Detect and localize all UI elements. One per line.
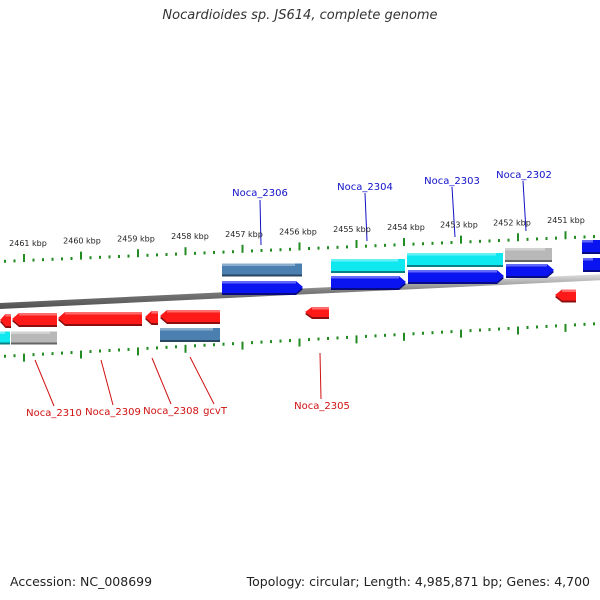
- kbp-label: 2453 kbp: [440, 221, 478, 230]
- leader-line: [100, 359, 114, 406]
- gene-arrow: [222, 281, 303, 295]
- gene-label: Noca_2304: [337, 182, 393, 193]
- gene-label: Noca_2309: [85, 407, 141, 418]
- leader-line: [259, 199, 262, 246]
- gene-arrow: [408, 270, 504, 284]
- gene-label: Noca_2308: [143, 406, 199, 417]
- gene-arrow: [12, 313, 57, 327]
- kbp-label: 2460 kbp: [63, 237, 101, 246]
- leader-line: [522, 180, 527, 232]
- gene-block: [11, 331, 57, 345]
- gene-labels: Noca_2306 Noca_2304 Noca_2303 Noca_2302 Noca…: [26, 170, 552, 419]
- leader-line: [189, 356, 215, 405]
- gene-arrow: [0, 314, 11, 328]
- gene-arrow: [58, 312, 142, 326]
- accession-text: Accession: NC_008699: [10, 574, 153, 589]
- leader-line: [364, 192, 368, 242]
- gene-arrow: [331, 276, 406, 290]
- gene-label: gcvT: [203, 406, 228, 417]
- gene-block: [222, 263, 302, 277]
- kbp-label: 2459 kbp: [117, 234, 155, 243]
- gene-block: [0, 331, 10, 345]
- kbp-label: 2456 kbp: [279, 227, 317, 236]
- gene-arrow: [506, 264, 554, 278]
- genome-backbone: [0, 274, 600, 309]
- map-title: Nocardioides sp. JS614, complete genome: [162, 8, 438, 23]
- kbp-label: 2458 kbp: [171, 232, 209, 241]
- gene-label: Noca_2310: [26, 408, 82, 419]
- gene-block: [505, 248, 552, 262]
- kbp-label: 2451 kbp: [547, 216, 585, 225]
- gene-arrow: [555, 289, 576, 303]
- label-leader-lines: [34, 180, 527, 407]
- gene-block: [160, 328, 220, 342]
- kbp-tick-marks: [4, 231, 595, 362]
- gene-label: Noca_2306: [232, 188, 288, 199]
- gene-arrow: [160, 310, 220, 324]
- gene-block: [582, 240, 600, 254]
- gene-block: [407, 253, 503, 267]
- gene-arrow: [145, 311, 158, 325]
- leader-line: [319, 352, 322, 400]
- gene-block: [331, 259, 405, 273]
- kbp-labels: 2461 kbp 2460 kbp 2459 kbp 2458 kbp 2457 kbp…: [9, 216, 585, 248]
- leader-line: [151, 357, 172, 405]
- leader-line: [451, 186, 456, 238]
- kbp-label: 2455 kbp: [333, 225, 371, 234]
- gene-label: Noca_2303: [424, 176, 480, 187]
- gene-block: [583, 258, 600, 272]
- kbp-label: 2454 kbp: [387, 223, 425, 232]
- leader-line: [34, 359, 55, 407]
- kbp-label: 2457 kbp: [225, 230, 263, 239]
- gene-features: [0, 240, 600, 345]
- kbp-label: 2452 kbp: [493, 218, 531, 227]
- kbp-label: 2461 kbp: [9, 239, 47, 248]
- gene-label: Noca_2302: [496, 170, 552, 181]
- gene-label: Noca_2305: [294, 401, 350, 412]
- gene-arrow: [305, 307, 329, 319]
- genome-summary-text: Topology: circular; Length: 4,985,871 bp…: [246, 574, 590, 589]
